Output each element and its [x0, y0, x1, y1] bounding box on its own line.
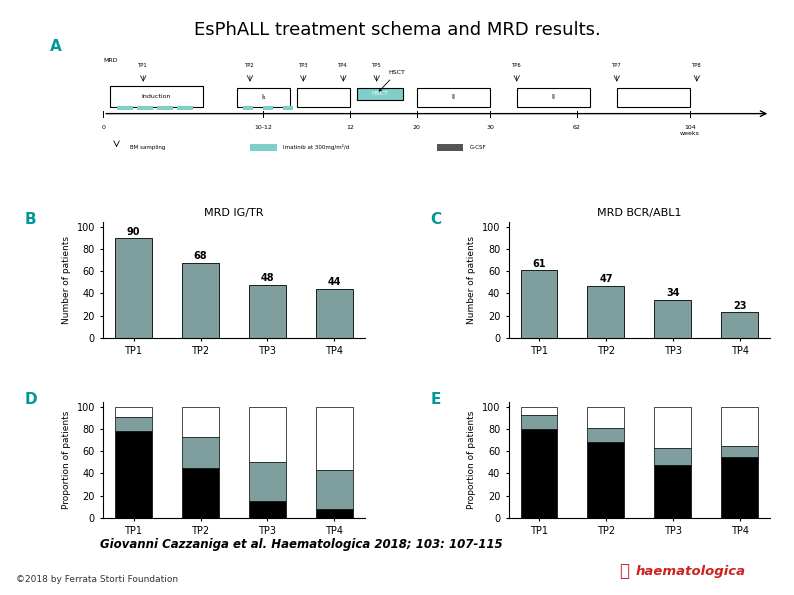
Bar — [521, 415, 557, 429]
Bar — [722, 407, 758, 446]
Bar — [249, 462, 286, 501]
Bar — [182, 262, 219, 338]
Bar — [588, 428, 624, 443]
FancyBboxPatch shape — [617, 88, 690, 107]
Bar — [316, 407, 353, 470]
Y-axis label: Proportion of patients: Proportion of patients — [62, 411, 71, 509]
Text: TP8: TP8 — [692, 63, 702, 68]
FancyBboxPatch shape — [137, 105, 153, 110]
Bar — [722, 446, 758, 457]
FancyBboxPatch shape — [357, 88, 403, 100]
FancyBboxPatch shape — [237, 88, 290, 107]
Text: 44: 44 — [328, 277, 341, 287]
Text: 62: 62 — [572, 125, 580, 130]
Text: 0: 0 — [102, 125, 105, 130]
Text: G-CSF: G-CSF — [470, 145, 487, 150]
Text: 104
weeks: 104 weeks — [680, 125, 700, 136]
Text: TP1: TP1 — [138, 63, 148, 68]
Bar — [115, 238, 152, 338]
FancyBboxPatch shape — [297, 88, 350, 107]
Bar — [521, 429, 557, 518]
Text: TP5: TP5 — [372, 63, 382, 68]
Text: 10-12: 10-12 — [254, 125, 272, 130]
Bar — [182, 468, 219, 518]
Bar — [654, 407, 692, 448]
Bar — [654, 465, 692, 518]
Text: 61: 61 — [532, 259, 545, 268]
Y-axis label: Number of patients: Number of patients — [468, 236, 476, 324]
FancyBboxPatch shape — [156, 105, 173, 110]
FancyBboxPatch shape — [517, 88, 590, 107]
Text: A: A — [50, 39, 62, 54]
Text: Imatinib at 300mg/m²/d: Imatinib at 300mg/m²/d — [283, 145, 349, 151]
Text: E: E — [430, 392, 441, 407]
FancyBboxPatch shape — [437, 144, 464, 151]
Bar — [588, 407, 624, 428]
Bar — [722, 457, 758, 518]
Text: HSCT: HSCT — [380, 70, 405, 91]
Text: TP6: TP6 — [512, 63, 522, 68]
FancyBboxPatch shape — [417, 88, 490, 107]
Text: 68: 68 — [194, 251, 207, 261]
Bar — [182, 437, 219, 468]
FancyBboxPatch shape — [250, 144, 276, 151]
Bar — [249, 501, 286, 518]
Text: B: B — [25, 212, 37, 227]
Text: 48: 48 — [260, 273, 274, 283]
Text: HSCT: HSCT — [372, 92, 388, 96]
Bar — [115, 407, 152, 417]
Text: Induction: Induction — [142, 94, 172, 99]
Bar — [521, 270, 557, 338]
FancyBboxPatch shape — [117, 105, 133, 110]
Bar — [654, 448, 692, 465]
FancyBboxPatch shape — [110, 86, 203, 107]
Text: 20: 20 — [413, 125, 421, 130]
Text: II: II — [551, 95, 556, 101]
FancyBboxPatch shape — [264, 106, 273, 110]
Y-axis label: Proportion of patients: Proportion of patients — [468, 411, 476, 509]
Text: TP4: TP4 — [338, 63, 349, 68]
Bar — [316, 470, 353, 509]
Text: EsPhALL treatment schema and MRD results.: EsPhALL treatment schema and MRD results… — [194, 21, 600, 39]
Bar — [115, 417, 152, 431]
Text: 23: 23 — [733, 300, 746, 311]
Bar — [316, 509, 353, 518]
Bar — [588, 443, 624, 518]
Text: C: C — [430, 212, 441, 227]
Bar — [588, 286, 624, 338]
Bar — [654, 300, 692, 338]
Text: D: D — [25, 392, 37, 407]
Text: TP2: TP2 — [245, 63, 255, 68]
Bar — [722, 312, 758, 338]
Title: MRD IG/TR: MRD IG/TR — [204, 208, 264, 218]
Text: 34: 34 — [666, 289, 680, 299]
Text: ©2018 by Ferrata Storti Foundation: ©2018 by Ferrata Storti Foundation — [16, 575, 178, 584]
Text: ⬥: ⬥ — [619, 562, 630, 580]
Text: MRD: MRD — [103, 58, 118, 62]
Title: MRD BCR/ABL1: MRD BCR/ABL1 — [597, 208, 682, 218]
Text: Giovanni Cazzaniga et al. Haematologica 2018; 103: 107-115: Giovanni Cazzaniga et al. Haematologica … — [100, 538, 503, 552]
Bar — [249, 407, 286, 462]
Text: II: II — [451, 95, 456, 101]
Bar — [316, 289, 353, 338]
Text: BM sampling: BM sampling — [130, 145, 165, 150]
Text: 47: 47 — [599, 274, 613, 284]
Text: 30: 30 — [486, 125, 494, 130]
Bar — [182, 407, 219, 437]
Bar — [521, 407, 557, 415]
Bar — [249, 284, 286, 338]
Text: 12: 12 — [346, 125, 354, 130]
Text: haematologica: haematologica — [635, 565, 746, 578]
FancyBboxPatch shape — [176, 105, 193, 110]
Text: TP3: TP3 — [299, 63, 308, 68]
Text: I₁: I₁ — [261, 95, 266, 101]
Y-axis label: Number of patients: Number of patients — [62, 236, 71, 324]
Text: TP7: TP7 — [612, 63, 622, 68]
Bar — [115, 431, 152, 518]
Text: 90: 90 — [127, 227, 141, 237]
FancyBboxPatch shape — [283, 106, 293, 110]
FancyBboxPatch shape — [243, 106, 253, 110]
